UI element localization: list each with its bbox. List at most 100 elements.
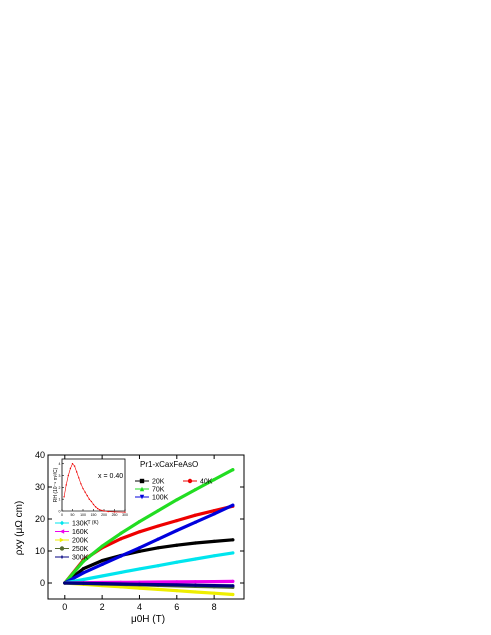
y-tick-label: 20 — [35, 514, 45, 524]
compound-label: Pr1-xCaxFeAsO — [140, 460, 198, 469]
inset-x-tick-label: 300 — [122, 513, 128, 517]
inset-x-tick-label: 250 — [112, 513, 118, 517]
inset-data-point — [86, 494, 88, 497]
data-point-130K — [212, 554, 216, 558]
y-axis-title: ρxy (μΩ cm) — [14, 501, 25, 555]
data-point-20K — [212, 539, 216, 544]
data-point-100K — [137, 546, 142, 550]
y-tick-label: 10 — [35, 546, 45, 556]
data-point-130K — [119, 570, 123, 575]
data-point-300K — [81, 581, 86, 585]
legend-label-160K: 160K — [72, 529, 89, 536]
inset-y-tick-label: 0 — [59, 510, 61, 514]
data-point-130K — [231, 551, 235, 555]
data-point-300K — [137, 582, 142, 586]
series-line-100K — [63, 503, 235, 585]
inset-data-point — [67, 474, 70, 477]
inset-data-point — [82, 487, 84, 490]
data-point-200K — [156, 587, 160, 592]
data-point-70K — [137, 519, 142, 524]
y-tick-label: 40 — [35, 450, 45, 460]
legend-marker-250K — [59, 546, 65, 551]
inset-y-tick-label: 1 — [59, 498, 61, 502]
data-point-70K — [231, 468, 235, 472]
data-point-300K — [119, 582, 123, 586]
data-point-160K — [231, 579, 235, 584]
data-point-100K — [81, 571, 86, 575]
inset-data-point — [103, 510, 105, 512]
legend-marker-130K — [59, 520, 65, 526]
inset-data-point — [107, 510, 109, 513]
data-point-200K — [212, 591, 216, 595]
data-point-130K — [100, 574, 104, 578]
data-point-200K — [175, 589, 179, 593]
data-point-100K — [156, 537, 160, 541]
legend-marker-100K — [139, 494, 145, 500]
inset-data-point — [69, 467, 72, 470]
data-point-70K — [81, 559, 86, 563]
inset-x-tick-label: 50 — [71, 513, 75, 517]
data-point-70K — [100, 544, 104, 548]
legend-marker-160K — [59, 529, 65, 534]
data-point-100K — [212, 512, 216, 516]
data-point-300K — [193, 583, 198, 587]
data-point-100K — [100, 562, 104, 567]
x-axis-title: μ0H (T) — [131, 614, 165, 625]
legend-label-70K: 70K — [152, 487, 165, 494]
data-point-160K — [193, 580, 198, 584]
data-point-40K — [193, 513, 198, 517]
inset-data-point — [99, 509, 101, 511]
data-point-300K — [231, 584, 235, 588]
series-line-130K — [63, 551, 235, 585]
inset-data-point — [113, 511, 116, 513]
data-point-70K — [156, 509, 160, 513]
series-line-20K — [63, 538, 235, 585]
inset-y-tick-label: 2 — [59, 486, 61, 490]
x-tick-label: 2 — [100, 602, 105, 612]
data-point-300K — [175, 583, 179, 587]
data-point-130K — [175, 560, 179, 564]
legend-label-300K: 300K — [72, 555, 89, 562]
inset-data-point — [63, 496, 65, 498]
inset-data-point — [88, 498, 91, 500]
data-point-300K — [212, 583, 216, 588]
inset-y-label: RH (10⁻⁹ m³/C) — [53, 467, 59, 502]
legend-label-250K: 250K — [72, 546, 89, 553]
inset-frame — [61, 458, 126, 512]
inset-data-point — [76, 471, 78, 473]
data-point-160K — [212, 579, 216, 584]
inset-data-point — [73, 465, 76, 467]
data-point-160K — [175, 580, 179, 584]
inset-x-label: T (K) — [87, 520, 98, 526]
data-point-20K — [193, 541, 198, 545]
legend-label-20K: 20K — [152, 479, 165, 486]
data-point-70K — [175, 498, 179, 502]
inset-data-point — [78, 477, 80, 479]
data-point-70K — [193, 487, 198, 492]
data-point-20K — [81, 567, 86, 571]
data-point-200K — [137, 586, 142, 590]
inset-annotation: x = 0.40 — [98, 473, 123, 480]
data-point-200K — [119, 585, 123, 589]
data-point-20K — [231, 538, 235, 542]
data-point-40K — [119, 537, 123, 541]
data-point-300K — [100, 582, 104, 586]
inset-y-tick-label: 4 — [59, 462, 61, 466]
inset-y-tick-label: 3 — [59, 474, 61, 478]
main-series-group — [63, 468, 235, 597]
data-point-20K — [137, 549, 142, 553]
data-point-300K — [156, 583, 160, 587]
inset-data-point — [92, 503, 95, 506]
data-point-100K — [231, 503, 235, 507]
inset-data-point — [90, 500, 93, 503]
data-point-20K — [100, 559, 104, 563]
data-point-200K — [231, 592, 235, 597]
x-tick-label: 6 — [174, 602, 179, 612]
data-point-70K — [212, 478, 216, 482]
inset-x-tick-label: 200 — [101, 513, 107, 517]
legend-label-130K: 130K — [72, 521, 89, 528]
